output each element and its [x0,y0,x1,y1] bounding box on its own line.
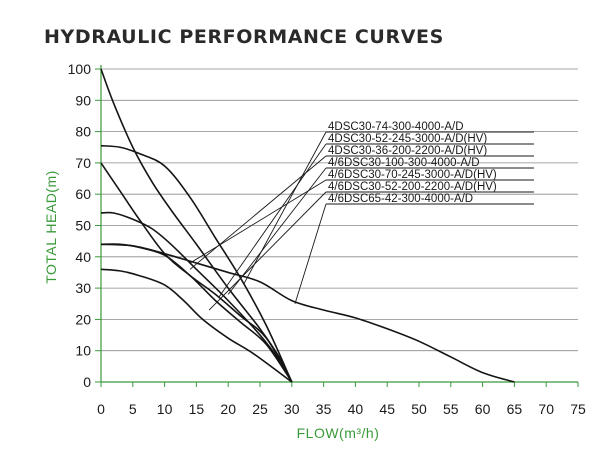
y-tick-label-80: 80 [75,124,91,140]
series-lines [100,68,515,383]
grid [101,68,578,352]
y-tick-label-40: 40 [75,249,91,265]
series-label-7: 4/6DSC65-42-300-4000-A/D [328,193,473,205]
y-tick-label-10: 10 [75,343,91,359]
x-tick-label-60: 60 [475,401,491,417]
x-tick-label-65: 65 [507,401,523,417]
leader-line-3 [189,155,327,270]
series-line-6 [100,268,293,383]
x-tick-label-70: 70 [538,401,554,417]
x-tick-label-75: 75 [570,401,586,417]
x-tick-label-50: 50 [411,401,427,417]
x-tick-label-20: 20 [220,401,236,417]
series-label-2: 4DSC30-52-245-3000-A/D(HV) [328,133,487,145]
y-tick-label-0: 0 [83,374,91,390]
series-label-6: 4/6DSC30-52-200-2200-A/D(HV) [328,181,497,193]
x-tick-label-0: 0 [97,401,105,417]
y-tick-label-20: 20 [75,311,91,327]
x-tick-label-40: 40 [348,401,364,417]
x-tick-label-45: 45 [379,401,395,417]
x-tick-label-35: 35 [316,401,332,417]
axes: 0 10 20 30 40 50 60 70 80 90 100 0 5 10 15 20 25 30 35 40 45… [68,61,586,417]
leader-line-4 [227,167,327,295]
x-tick-label-5: 5 [129,401,137,417]
x-tick-label-25: 25 [252,401,268,417]
callout-leaders [189,131,327,311]
series-line-2 [100,144,293,383]
series-label-5: 4/6DSC30-70-245-3000-A/D(HV) [328,169,497,181]
series-label-4: 4/6DSC30-100-300-4000-A/D [328,157,480,169]
y-tick-label-70: 70 [75,155,91,171]
x-tick-label-30: 30 [284,401,300,417]
y-tick-label-30: 30 [75,280,91,296]
series-label-1: 4DSC30-74-300-4000-A/D [328,121,464,133]
chart-title: HYDRAULIC PERFORMANCE CURVES [44,26,444,48]
y-axis-title: TOTAL HEAD(m) [43,170,59,284]
legend-labels: 4DSC30-74-300-4000-A/D4DSC30-52-245-3000… [326,121,534,205]
series-line-4 [100,211,293,383]
leader-line-7 [294,203,327,304]
leader-line-6 [208,191,327,311]
series-label-3: 4DSC30-36-200-2200-A/D(HV) [328,145,487,157]
series-line-7 [100,243,515,383]
y-tick-label-60: 60 [75,186,91,202]
leader-line-5 [189,179,327,264]
y-tick-label-100: 100 [68,61,92,77]
leader-line-2 [218,143,327,298]
leader-line-1 [243,131,327,284]
x-tick-label-55: 55 [443,401,459,417]
x-tick-label-15: 15 [189,401,205,417]
x-axis-title: FLOW(m³/h) [297,425,380,441]
x-tick-label-10: 10 [157,401,173,417]
y-tick-label-50: 50 [75,218,91,234]
y-tick-label-90: 90 [75,92,91,108]
